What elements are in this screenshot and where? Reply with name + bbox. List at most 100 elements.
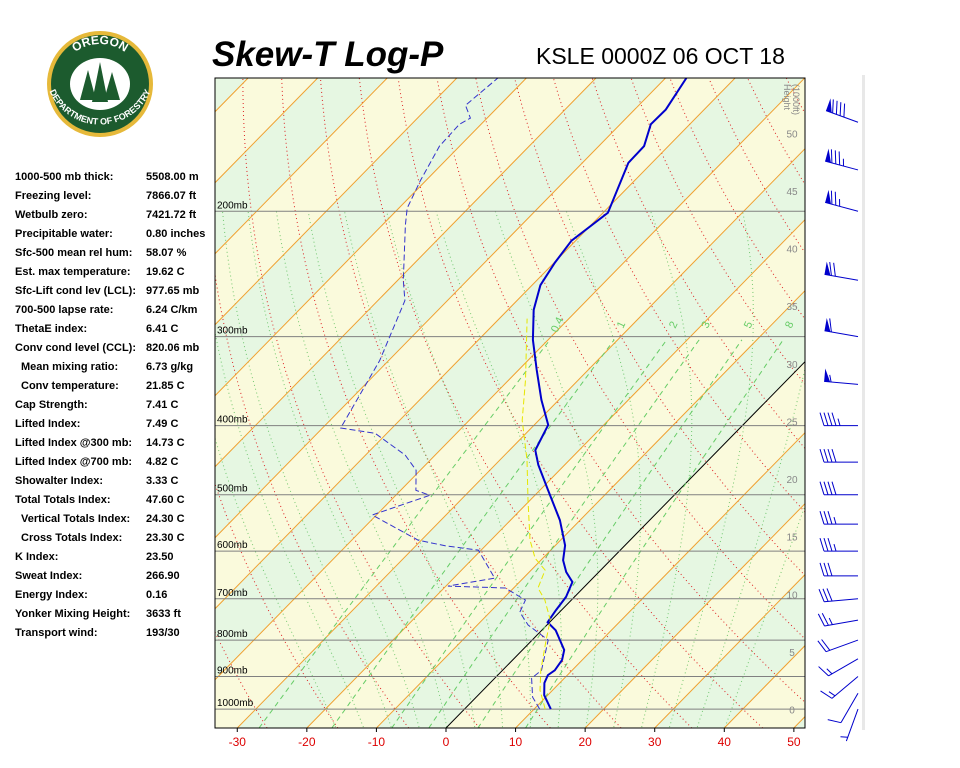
height-axis-label: Height — [782, 84, 792, 111]
index-value: 7.49 C — [146, 417, 179, 430]
barb-full — [817, 613, 825, 627]
x-tick-label: 50 — [787, 735, 801, 749]
dry-adiabat — [903, 78, 960, 728]
barb-staff — [824, 273, 859, 281]
index-value: 4.82 C — [146, 455, 179, 468]
index-row: K Index: 23.50 — [15, 547, 205, 566]
index-value: 19.62 C — [146, 265, 185, 278]
isotherm — [376, 289, 805, 728]
x-tick-label: 30 — [648, 735, 662, 749]
dry-adiabat — [281, 78, 551, 728]
wind-barb — [840, 708, 859, 742]
mixing-ratio-label: 5 — [742, 320, 755, 331]
dry-adiabat — [320, 78, 622, 728]
barb-full — [823, 448, 829, 463]
barb-full — [818, 666, 829, 677]
mixing-ratio-line — [525, 339, 784, 728]
barb-half — [828, 617, 833, 625]
barb-full — [832, 99, 834, 114]
barb-full — [831, 448, 837, 463]
barb-flag — [824, 317, 831, 332]
index-label: Conv temperature: — [21, 379, 119, 392]
barb-full — [831, 412, 837, 426]
barb-full — [827, 511, 833, 525]
height-tick-label: 25 — [786, 417, 798, 428]
index-value: 193/30 — [146, 626, 180, 639]
index-value: 58.07 % — [146, 246, 187, 259]
x-tick-label: -20 — [298, 735, 316, 749]
barb-full — [829, 318, 832, 333]
isotherm — [236, 147, 805, 728]
moist-adiabat — [641, 211, 693, 728]
barb-flag — [825, 189, 831, 205]
barb-flag — [826, 98, 832, 113]
wind-barb — [819, 481, 858, 496]
index-value: 6.73 g/kg — [146, 360, 194, 373]
barb-full — [821, 612, 829, 626]
index-value: 0.16 — [146, 588, 168, 601]
isotherm — [215, 78, 666, 539]
barb-half — [840, 736, 848, 738]
mixing-ratio-label: 8 — [783, 320, 796, 331]
index-label: Conv cond level (CCL): — [15, 341, 137, 354]
index-value: 7421.72 ft — [146, 208, 197, 221]
wind-barb — [824, 317, 859, 338]
wind-barb — [824, 261, 859, 281]
wind-barb — [818, 658, 859, 677]
logo-tree — [92, 62, 108, 102]
index-row: ThetaE index: 6.41 C — [15, 319, 205, 338]
y-tick-label: 200mb — [217, 200, 248, 211]
barb-full — [823, 481, 829, 495]
isotherm — [793, 715, 805, 728]
mixing-ratio-label: 3 — [699, 320, 712, 331]
plot-area — [215, 78, 960, 728]
index-value: 977.65 mb — [146, 284, 200, 297]
barb-staff — [828, 658, 859, 677]
logo-top: OREGON — [69, 33, 130, 55]
dry-adiabat — [864, 78, 960, 728]
wind-barb — [819, 412, 858, 427]
wind-barb — [817, 612, 859, 627]
index-value: 23.50 — [146, 550, 174, 563]
index-row: Est. max temperature: 19.62 C — [15, 262, 205, 281]
index-label: Sfc-Lift cond lev (LCL): — [15, 284, 136, 297]
isotherm — [584, 502, 805, 728]
isotherm — [215, 78, 458, 326]
wind-barb — [819, 511, 858, 525]
barb-full — [823, 537, 829, 552]
barb-full — [819, 412, 825, 426]
mixing-ratio-line — [391, 339, 668, 728]
height-tick-label: 20 — [786, 475, 798, 486]
dry-adiabat — [630, 78, 805, 385]
isotherm — [654, 573, 805, 728]
mixing-ratio-label: 0.4 — [549, 315, 566, 334]
barb-staff — [840, 692, 859, 723]
mixing-ratio-label: 1 — [615, 320, 628, 331]
profile-line — [521, 318, 551, 710]
height-tick-label: 15 — [786, 533, 798, 544]
isotherm-band — [215, 78, 805, 728]
index-label: Total Totals Index: — [15, 493, 111, 506]
index-label: Cap Strength: — [15, 398, 88, 411]
barb-flag — [825, 148, 831, 163]
index-row: Lifted Index @300 mb: 14.73 C — [15, 433, 205, 452]
index-label: Vertical Totals Index: — [21, 512, 131, 525]
wind-barb — [819, 562, 858, 577]
index-value: 820.06 mb — [146, 341, 200, 354]
y-tick-label: 900mb — [217, 666, 248, 677]
barb-full — [817, 640, 827, 653]
y-tick-label: 500mb — [217, 484, 248, 495]
index-row: Sfc-Lift cond lev (LCL): 977.65 mb — [15, 281, 205, 300]
index-value: 21.85 C — [146, 379, 185, 392]
index-label: Cross Totals Index: — [21, 531, 123, 544]
barb-half — [828, 691, 836, 697]
moist-adiabat — [215, 329, 364, 728]
index-value: 6.24 C/km — [146, 303, 198, 316]
isotherm — [215, 78, 527, 397]
wind-barb — [819, 448, 858, 463]
barb-half — [837, 418, 841, 426]
index-row: Total Totals Index: 47.60 C — [15, 490, 205, 509]
barb-half — [826, 668, 833, 675]
chart-subtitle: KSLE 0000Z 06 OCT 18 — [536, 43, 785, 69]
barb-full — [833, 262, 836, 277]
